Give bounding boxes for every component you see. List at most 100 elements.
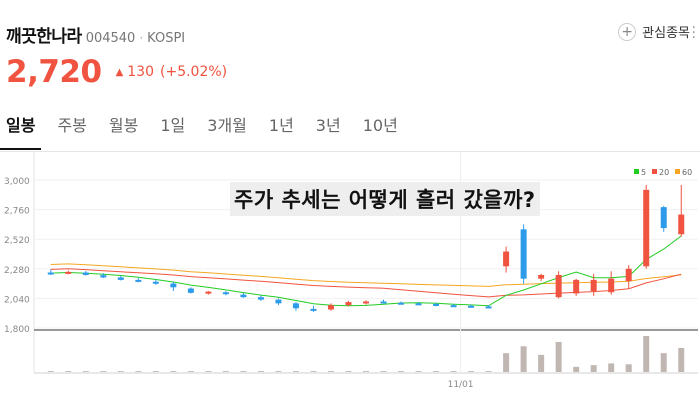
candle-body xyxy=(152,281,159,284)
headline-overlay: 주가 추세는 어떻게 흘러 갔을까? xyxy=(230,182,540,216)
volume-bar xyxy=(327,371,334,372)
volume-bar xyxy=(310,371,317,372)
candle-body xyxy=(117,277,124,280)
volume-bar xyxy=(573,366,580,372)
stock-name: 깨끗한나라 xyxy=(6,27,82,47)
favorite-button[interactable]: + 관심종목 xyxy=(618,22,690,41)
candle-body xyxy=(415,303,422,306)
candle-body xyxy=(257,297,264,300)
legend-swatch-60 xyxy=(675,169,680,174)
candle-body xyxy=(82,272,89,275)
tab-0[interactable]: 일봉 xyxy=(0,112,43,150)
volume-bar xyxy=(415,371,422,372)
candle-body xyxy=(503,251,510,267)
market-label: KOSPI xyxy=(147,31,186,46)
price-change: 130 xyxy=(127,64,154,80)
candle-body xyxy=(468,305,475,308)
volume-bar xyxy=(240,371,247,372)
volume-bar xyxy=(65,371,72,372)
tab-7[interactable]: 10년 xyxy=(362,116,398,135)
volume-bar xyxy=(100,371,107,372)
volume-bar xyxy=(538,354,545,372)
x-tick-label: 11/01 xyxy=(448,380,474,390)
y-tick-label: 1,800 xyxy=(4,325,30,335)
candle-body xyxy=(100,275,107,278)
candle-body xyxy=(310,308,317,311)
candle-body xyxy=(485,306,492,309)
candle-body xyxy=(205,291,212,294)
volume-bar xyxy=(152,371,159,372)
tab-5[interactable]: 1년 xyxy=(268,116,294,135)
volume-bar xyxy=(275,371,282,372)
favorite-label: 관심종목 xyxy=(642,26,690,41)
candle-body xyxy=(363,301,369,304)
candle-body xyxy=(450,305,457,308)
volume-bar xyxy=(433,371,440,372)
candle-body xyxy=(625,268,632,282)
tab-1[interactable]: 주봉 xyxy=(57,116,87,135)
y-tick-label: 2,760 xyxy=(4,207,30,217)
more-options-icon[interactable]: · · · xyxy=(691,20,696,46)
volume-bar xyxy=(608,363,615,372)
candle-body xyxy=(47,272,54,275)
y-tick-label: 2,040 xyxy=(4,295,30,305)
volume-bar xyxy=(625,364,632,372)
candle-body xyxy=(573,279,580,294)
legend-label-20: 20 xyxy=(659,168,669,177)
volume-bar xyxy=(345,371,352,372)
stock-header: 깨끗한나라 004540 · KOSPI xyxy=(6,22,185,47)
volume-bar xyxy=(117,371,124,372)
tab-2[interactable]: 월봉 xyxy=(108,116,139,135)
candle-body xyxy=(292,303,299,309)
price-change-percent: (+5.02%) xyxy=(160,64,228,80)
candle-body xyxy=(590,279,597,291)
volume-bar xyxy=(590,365,597,372)
current-price: 2,720 xyxy=(6,54,102,90)
candle-body xyxy=(398,302,405,305)
candle-body xyxy=(643,189,650,267)
tab-divider xyxy=(0,151,700,152)
y-tick-label: 3,000 xyxy=(4,177,30,187)
volume-bar xyxy=(82,371,89,372)
volume-bar xyxy=(205,371,212,372)
plus-icon: + xyxy=(618,22,637,41)
candle-body xyxy=(240,294,247,298)
volume-bar xyxy=(187,371,194,372)
ma-5-line xyxy=(50,235,682,307)
volume-bar xyxy=(450,371,457,372)
candle-body xyxy=(65,271,72,274)
candle-body xyxy=(275,299,282,304)
volume-bar xyxy=(555,342,562,372)
candle-body xyxy=(187,288,194,293)
volume-bar xyxy=(468,371,475,372)
volume-bar xyxy=(292,371,299,372)
y-tick-label: 2,280 xyxy=(4,266,30,276)
candle-body xyxy=(538,274,545,279)
volume-bar xyxy=(520,346,527,372)
legend-label-5: 5 xyxy=(641,168,646,177)
candle-body xyxy=(222,292,229,295)
volume-bar xyxy=(47,371,54,372)
legend-swatch-5 xyxy=(634,169,639,174)
volume-bar xyxy=(222,371,229,372)
stock-code: 004540 xyxy=(85,31,136,46)
candle-body xyxy=(327,305,334,310)
candle-body xyxy=(380,301,387,304)
candle-body xyxy=(678,214,685,235)
tab-6[interactable]: 3년 xyxy=(315,116,341,135)
volume-bar xyxy=(485,371,492,372)
tab-4[interactable]: 3개월 xyxy=(207,116,247,135)
candle-body xyxy=(555,274,562,298)
legend-swatch-20 xyxy=(652,169,657,174)
tab-3[interactable]: 1일 xyxy=(160,116,186,135)
candle-body xyxy=(345,302,352,306)
candle-body xyxy=(608,278,615,293)
period-tabs: 일봉 주봉 월봉 1일 3개월 1년 3년 10년 xyxy=(0,112,420,150)
volume-bar xyxy=(380,371,387,372)
up-arrow-icon: ▲ xyxy=(115,66,124,78)
volume-bar xyxy=(170,371,177,372)
volume-bar xyxy=(135,371,142,372)
price-row: 2,720 ▲ 130 (+5.02%) xyxy=(6,54,227,90)
volume-bar xyxy=(363,371,369,372)
candle-body xyxy=(520,229,527,279)
